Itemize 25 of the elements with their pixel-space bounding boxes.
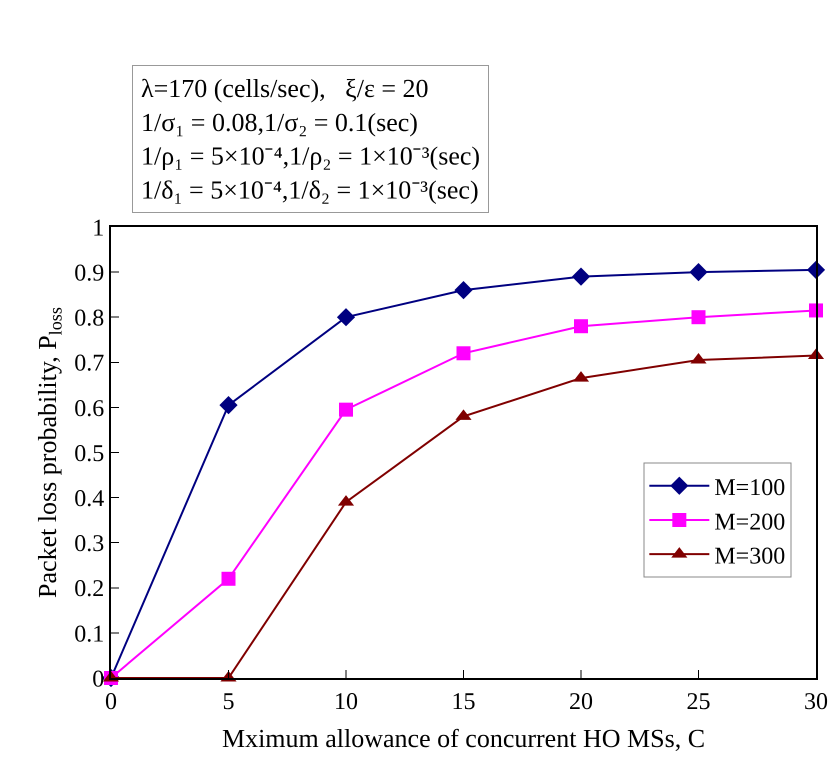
- y-tick-label: 0.5: [74, 440, 104, 467]
- y-tick-label: 0.4: [74, 486, 104, 512]
- text: λ=170 (cells/sec), ξ/ε = 20: [141, 74, 429, 103]
- y-tick-label: 0.7: [74, 350, 104, 377]
- x-axis-title: Mximum allowance of concurrent HO MSs, C: [222, 724, 706, 753]
- legend-label: M=300: [714, 544, 786, 570]
- y-tick-label: 0.9: [74, 260, 104, 286]
- legend-label: M=200: [714, 509, 786, 536]
- legend-label: M=100: [714, 475, 786, 502]
- y-tick-label: 0: [92, 666, 104, 692]
- text: 1/σ₁ = 0.08,1/σ₂ = 0.1(sec): [141, 108, 418, 137]
- y-tick-label: 0.2: [74, 576, 104, 602]
- y-tick-label: 0.3: [74, 531, 104, 558]
- x-tick-label: 10: [334, 688, 358, 715]
- y-tick-label: 0.8: [74, 306, 104, 332]
- y-tick-label: 0.6: [74, 396, 104, 422]
- text: 1/δ₁ = 5×10⁻⁴,1/δ₂ = 1×10⁻³(sec): [141, 175, 479, 204]
- x-tick-label: 20: [569, 688, 593, 715]
- x-tick-label: 5: [222, 688, 234, 715]
- y-tick-label: 1: [92, 215, 104, 242]
- text: 1/ρ₁ = 5×10⁻⁴,1/ρ₂ = 1×10⁻³(sec): [141, 142, 480, 171]
- x-tick-label: 15: [452, 688, 476, 715]
- y-tick-label: 0.1: [74, 621, 104, 648]
- x-tick-label: 30: [804, 688, 828, 715]
- x-tick-label: 25: [686, 688, 710, 715]
